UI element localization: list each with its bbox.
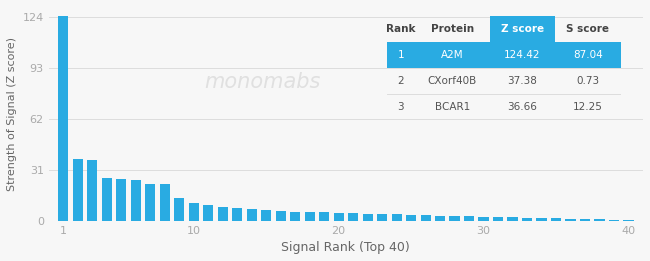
Bar xyxy=(489,42,555,68)
Bar xyxy=(406,215,416,221)
Bar xyxy=(387,42,415,68)
Bar xyxy=(536,218,547,221)
Bar xyxy=(450,216,460,221)
Bar xyxy=(551,218,561,221)
Bar xyxy=(131,180,140,221)
Text: 2: 2 xyxy=(398,76,404,86)
Text: BCAR1: BCAR1 xyxy=(435,102,470,112)
Bar xyxy=(246,209,257,221)
Text: CXorf40B: CXorf40B xyxy=(428,76,477,86)
Bar xyxy=(363,214,372,221)
Bar xyxy=(580,219,590,221)
Bar xyxy=(595,219,604,221)
Bar xyxy=(489,16,555,42)
Bar xyxy=(304,212,315,221)
Bar xyxy=(464,216,474,221)
Text: S score: S score xyxy=(567,24,610,34)
Bar xyxy=(609,220,619,221)
Bar xyxy=(319,212,329,221)
Bar xyxy=(159,185,170,221)
Text: Rank: Rank xyxy=(386,24,415,34)
Bar xyxy=(421,215,431,221)
Text: Z score: Z score xyxy=(501,24,544,34)
Bar xyxy=(493,217,503,221)
Bar xyxy=(73,159,83,221)
Bar xyxy=(555,42,621,68)
Text: 3: 3 xyxy=(398,102,404,112)
Text: 37.38: 37.38 xyxy=(508,76,538,86)
Text: 1: 1 xyxy=(398,50,404,60)
Bar xyxy=(145,184,155,221)
Bar xyxy=(232,208,242,221)
Bar xyxy=(203,205,213,221)
Bar xyxy=(58,16,68,221)
Text: 124.42: 124.42 xyxy=(504,50,541,60)
Bar xyxy=(377,214,387,221)
Text: A2M: A2M xyxy=(441,50,463,60)
Bar xyxy=(276,211,285,221)
Bar xyxy=(218,207,227,221)
Text: Protein: Protein xyxy=(431,24,474,34)
Text: monomabs: monomabs xyxy=(204,72,321,92)
Text: 36.66: 36.66 xyxy=(508,102,538,112)
Y-axis label: Strength of Signal (Z score): Strength of Signal (Z score) xyxy=(7,37,17,191)
Bar xyxy=(333,213,344,221)
Bar xyxy=(623,220,634,221)
Bar xyxy=(188,203,199,221)
Bar xyxy=(508,217,517,221)
Bar xyxy=(415,42,489,68)
Bar xyxy=(261,210,271,221)
Bar xyxy=(101,178,112,221)
Bar xyxy=(290,212,300,221)
Text: 12.25: 12.25 xyxy=(573,102,603,112)
Bar xyxy=(174,198,184,221)
Bar xyxy=(87,160,98,221)
Bar xyxy=(522,218,532,221)
Text: 0.73: 0.73 xyxy=(577,76,599,86)
Bar xyxy=(566,219,576,221)
Bar xyxy=(478,217,489,221)
Text: 87.04: 87.04 xyxy=(573,50,603,60)
Bar xyxy=(348,213,358,221)
Bar xyxy=(435,216,445,221)
Bar xyxy=(391,214,402,221)
Bar xyxy=(116,179,126,221)
X-axis label: Signal Rank (Top 40): Signal Rank (Top 40) xyxy=(281,241,410,254)
